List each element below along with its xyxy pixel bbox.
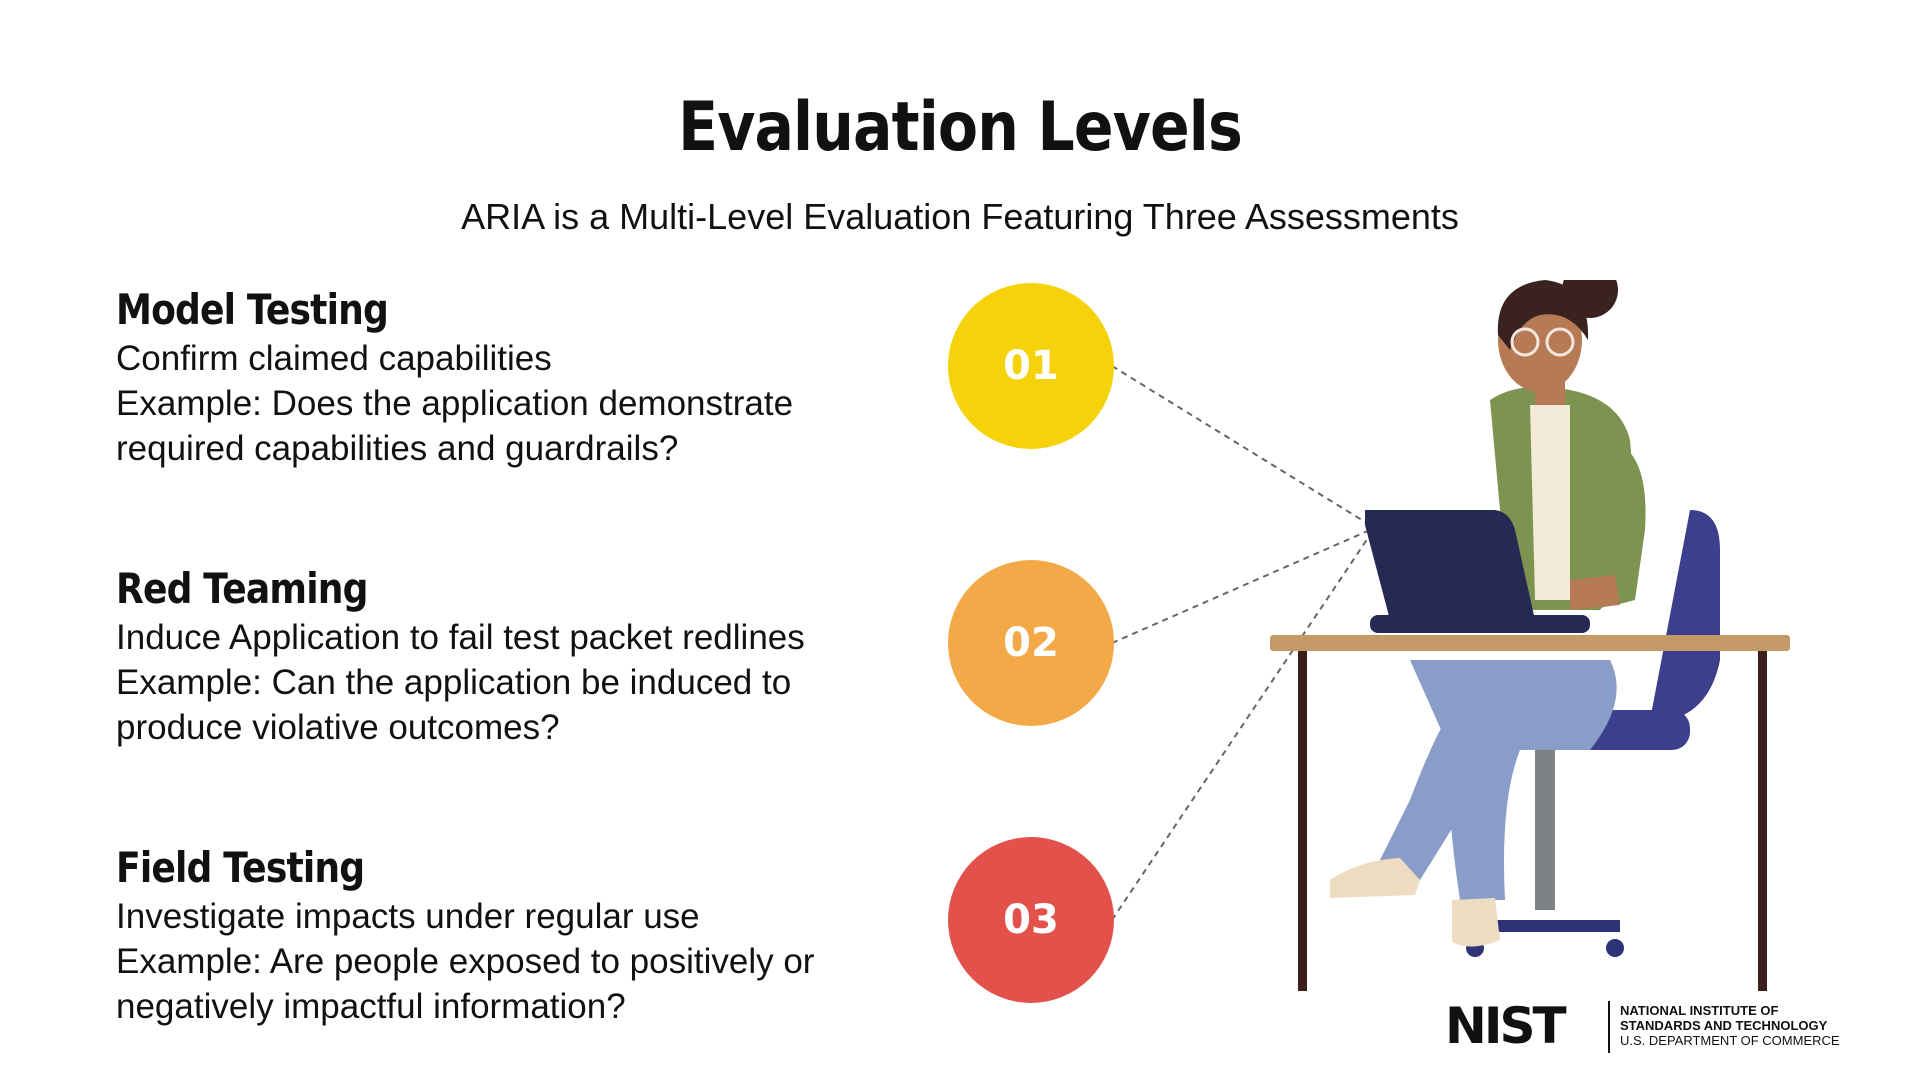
level-number-circle-01: 01 xyxy=(948,283,1114,449)
level-number-circle-02: 02 xyxy=(948,560,1114,726)
level-example: Example: Are people exposed to positivel… xyxy=(116,942,815,981)
level-heading: Red Teaming xyxy=(116,564,368,613)
level-model-testing: Model Testing Confirm claimed capabiliti… xyxy=(116,284,916,471)
logo-line-3: U.S. DEPARTMENT OF COMMERCE xyxy=(1620,1033,1840,1048)
level-example: Example: Does the application demonstrat… xyxy=(116,384,794,423)
logo-divider xyxy=(1608,1001,1610,1053)
person-at-laptop-illustration xyxy=(1270,280,1790,991)
level-heading: Model Testing xyxy=(116,285,389,334)
level-number: 03 xyxy=(1003,897,1059,943)
level-example: Example: Can the application be induced … xyxy=(116,663,792,702)
connector-line-02 xyxy=(1111,529,1371,644)
level-example-cont: produce violative outcomes? xyxy=(116,708,560,747)
level-heading: Field Testing xyxy=(116,843,365,892)
level-number: 01 xyxy=(1003,343,1059,389)
level-example-cont: negatively impactful information? xyxy=(116,987,626,1026)
level-number-circle-03: 03 xyxy=(948,837,1114,1003)
page-title: Evaluation Levels xyxy=(678,88,1243,167)
nist-logo-text: NATIONAL INSTITUTE OF STANDARDS AND TECH… xyxy=(1620,1003,1840,1048)
level-description: Induce Application to fail test packet r… xyxy=(116,618,805,657)
logo-line-1: NATIONAL INSTITUTE OF xyxy=(1620,1003,1779,1018)
page-subtitle: ARIA is a Multi-Level Evaluation Featuri… xyxy=(461,196,1459,237)
level-field-testing: Field Testing Investigate impacts under … xyxy=(116,842,916,1029)
level-description: Investigate impacts under regular use xyxy=(116,897,700,936)
level-example-cont: required capabilities and guardrails? xyxy=(116,429,679,468)
logo-line-2: STANDARDS AND TECHNOLOGY xyxy=(1620,1018,1828,1033)
nist-logo: NIST NATIONAL INSTITUTE OF STANDARDS AND… xyxy=(1445,997,1845,1057)
level-description: Confirm claimed capabilities xyxy=(116,339,552,378)
level-red-teaming: Red Teaming Induce Application to fail t… xyxy=(116,563,916,750)
level-number: 02 xyxy=(1003,620,1059,666)
connector-line-03 xyxy=(1111,534,1371,921)
nist-logo-mark: NIST xyxy=(1445,997,1567,1055)
